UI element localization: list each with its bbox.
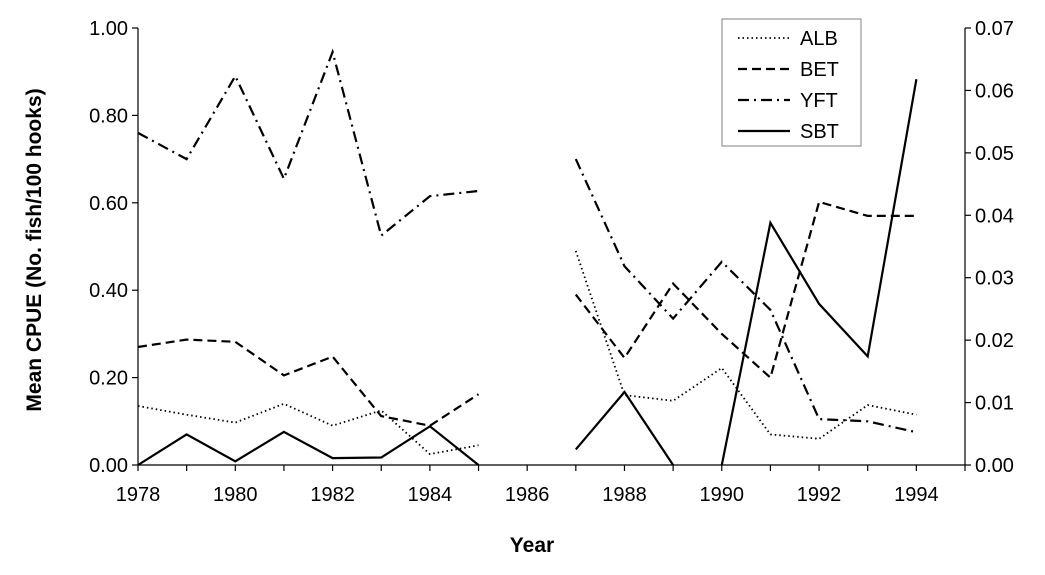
right-y-tick-label: 0.07 [975, 18, 1014, 40]
series-alb [137, 250, 917, 456]
legend: ALB BET YFT SBT [721, 18, 862, 147]
right-y-tick-label: 0.04 [975, 205, 1014, 227]
y-axis-title: Mean CPUE (No. fish/100 hooks) [23, 88, 46, 411]
series-line-bet [137, 338, 480, 427]
legend-label-alb: ALB [800, 28, 838, 50]
right-y-tick-label: 0.06 [975, 80, 1014, 102]
x-tick-label: 1990 [700, 484, 745, 506]
left-y-tick-label: 0.80 [89, 105, 128, 127]
legend-label-bet: BET [800, 59, 839, 81]
left-y-tick-label: 0.60 [89, 193, 128, 215]
x-tick-label: 1980 [213, 484, 258, 506]
right-y-tick-label: 0.05 [975, 143, 1014, 165]
x-tick-label: 1986 [505, 484, 550, 506]
x-tick-label: 1978 [116, 484, 161, 506]
right-y-tick-label: 0.01 [975, 393, 1014, 415]
series-line-sbt [137, 424, 480, 466]
ticks-layer: 0.00 0.20 0.40 0.60 0.80 1.00 0.00 0.01 0.02 0.03… [89, 18, 1014, 506]
x-tick-label: 1994 [894, 484, 939, 506]
x-tick-label: 1982 [310, 484, 355, 506]
series-line-yft [137, 48, 479, 238]
series-yft [137, 48, 917, 434]
left-y-tick-label: 0.20 [89, 368, 128, 390]
series-sbt [137, 79, 918, 466]
right-y-tick-label: 0.00 [975, 455, 1014, 477]
legend-box [721, 18, 862, 147]
x-tick-label: 1984 [408, 484, 453, 506]
x-tick-label: 1992 [797, 484, 842, 506]
legend-label-sbt: SBT [800, 121, 839, 143]
series-layer [137, 48, 918, 466]
series-bet [137, 200, 917, 427]
right-y-tick-label: 0.02 [975, 330, 1014, 352]
left-y-tick-label: 1.00 [89, 18, 128, 40]
left-y-tick-label: 0.40 [89, 280, 128, 302]
plot-area [137, 28, 966, 466]
legend-label-yft: YFT [800, 90, 838, 112]
left-y-tick-label: 0.00 [89, 455, 128, 477]
x-axis-title: Year [510, 534, 554, 557]
series-line-bet [574, 200, 917, 380]
x-tick-label: 1988 [602, 484, 647, 506]
right-y-tick-label: 0.03 [975, 268, 1014, 290]
series-line-sbt [720, 79, 918, 466]
series-line-sbt [574, 390, 675, 466]
series-line-yft [574, 158, 917, 434]
